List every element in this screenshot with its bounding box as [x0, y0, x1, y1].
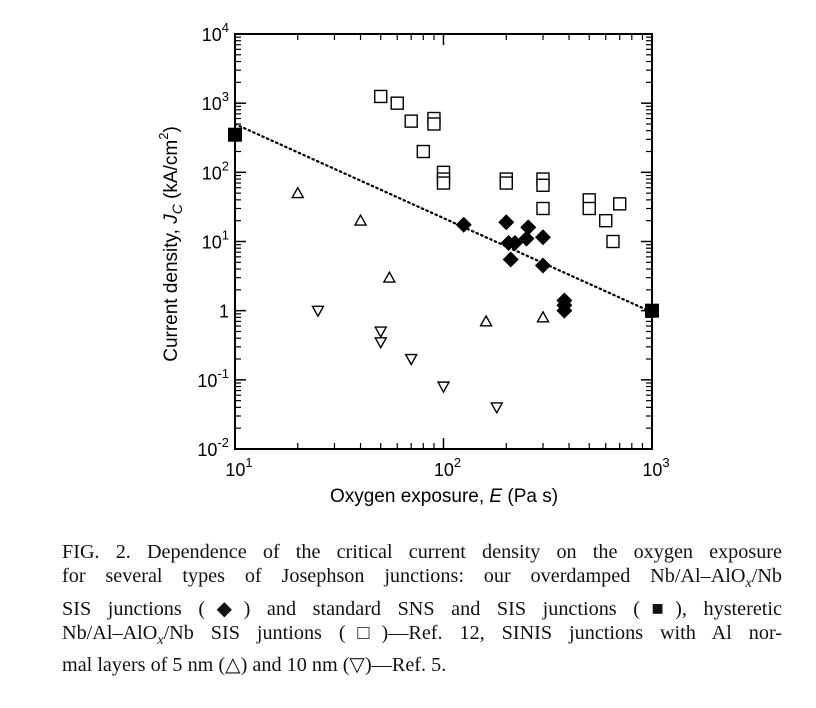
open-square-point	[613, 197, 627, 211]
open-square-point	[582, 201, 596, 216]
open-square-point	[606, 234, 620, 249]
open-square-point	[390, 96, 404, 110]
diamond-point	[520, 219, 537, 236]
caption-line: FIG. 2. Dependence of the critical curre…	[62, 541, 782, 563]
tick-labels: 101 102 103 10-2 10-1 1 101 102 103 104	[197, 20, 669, 480]
y-tick-label: 101	[202, 228, 229, 253]
x-tick-label: 102	[434, 455, 461, 480]
axis-ticks	[234, 33, 653, 450]
figure-caption: FIG. 2. Dependence of the critical curre…	[62, 540, 782, 678]
diamond-point	[534, 229, 551, 246]
triangle-up-point	[353, 213, 368, 226]
y-axis-label: Current density, JC (kA/cm2)	[156, 126, 185, 362]
chart: 101 102 103 10-2 10-1 1 101 102 103 104 Oxygen ex…	[156, 20, 670, 507]
fit-line	[233, 122, 654, 314]
open-square-point	[404, 114, 418, 128]
filled-square-point	[645, 303, 659, 318]
open-square-point	[499, 176, 513, 190]
open-square-point	[416, 144, 430, 159]
diamond-point	[502, 251, 519, 268]
caption-line: SIS junctions (◆) and standard SNS and S…	[62, 597, 782, 620]
open-square-point	[599, 213, 613, 228]
open-square-point	[536, 178, 550, 192]
data-points	[228, 89, 659, 415]
open-square-point	[536, 201, 550, 216]
triangle-up-point	[291, 186, 305, 199]
open-square-point	[436, 176, 451, 190]
y-tick-label: 10-1	[197, 366, 229, 391]
caption-line: for several types of Josephson junctions…	[62, 565, 782, 592]
triangle-down-point	[404, 353, 418, 366]
y-tick-label: 1	[219, 302, 229, 322]
diamond-point	[534, 257, 551, 274]
caption-line: mal layers of 5 nm (△) and 10 nm (▽)—Ref…	[62, 654, 447, 677]
x-tick-label: 101	[225, 455, 252, 480]
diamond-point	[556, 302, 573, 319]
triangle-down-point	[374, 326, 388, 339]
plot-axes	[234, 33, 653, 450]
y-tick-label: 10-2	[197, 435, 229, 460]
triangle-down-point	[311, 305, 325, 318]
triangle-down-point	[374, 337, 388, 350]
diamond-point	[498, 214, 515, 231]
x-tick-label: 103	[642, 455, 669, 480]
open-square-point	[374, 89, 388, 104]
triangle-up-point	[479, 314, 493, 327]
y-tick-label: 102	[202, 158, 229, 183]
x-axis-label: Oxygen exposure, E (Pa s)	[330, 486, 558, 507]
open-square-point	[427, 117, 441, 131]
diamond-point	[518, 230, 535, 247]
triangle-up-point	[382, 270, 397, 283]
y-tick-label: 104	[202, 20, 229, 45]
triangle-up-point	[536, 310, 550, 323]
dotted-trend-line	[233, 122, 654, 314]
plot-frame	[234, 33, 653, 450]
filled-square-point	[228, 127, 242, 142]
triangle-down-point	[436, 381, 451, 394]
triangle-down-point	[490, 402, 504, 415]
y-tick-label: 103	[202, 89, 229, 114]
caption-line: Nb/Al–AlOx/Nb SIS juntions (□)—Ref. 12, …	[62, 621, 782, 648]
diamond-point	[455, 216, 472, 233]
